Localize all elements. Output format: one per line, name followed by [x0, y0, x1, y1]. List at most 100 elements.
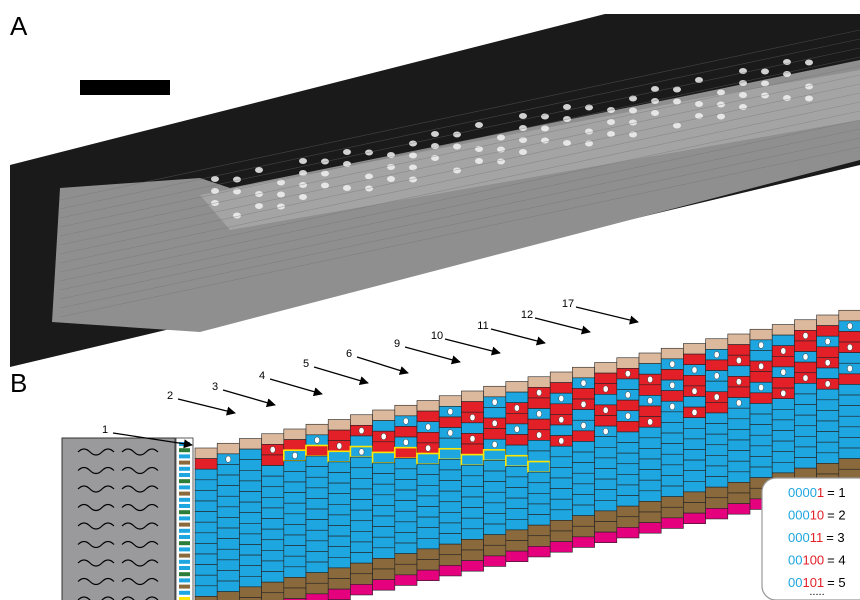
- tile: [284, 588, 306, 599]
- tile: [506, 498, 528, 509]
- tile: [528, 525, 550, 536]
- tile: [439, 544, 461, 555]
- tile: [461, 423, 483, 434]
- tile: [572, 367, 594, 378]
- tile: [484, 524, 506, 535]
- tile: [617, 517, 639, 528]
- tile: [817, 410, 839, 421]
- tile: [328, 420, 350, 431]
- tile: [661, 507, 683, 518]
- dot: [475, 122, 483, 128]
- marker-dot: [825, 338, 830, 344]
- tile: [395, 405, 417, 416]
- tile: [195, 565, 217, 576]
- tile: [617, 443, 639, 454]
- marker-dot: [625, 392, 630, 398]
- tile: [484, 503, 506, 514]
- tile: [794, 320, 816, 331]
- tile: [328, 526, 350, 537]
- tile: [262, 529, 284, 540]
- tile: [617, 506, 639, 517]
- tile: [794, 458, 816, 469]
- result: = 2: [827, 508, 845, 523]
- tile: [817, 389, 839, 400]
- tile: [661, 422, 683, 433]
- tile: [550, 372, 572, 383]
- tile: [395, 458, 417, 469]
- tile: [395, 564, 417, 575]
- marker-dot: [359, 427, 364, 433]
- tile: [284, 461, 306, 472]
- tile: [306, 445, 328, 456]
- arrow: [357, 357, 408, 373]
- tile: [195, 512, 217, 523]
- tile: [639, 385, 661, 396]
- marker-dot: [803, 354, 808, 360]
- tile: [461, 539, 483, 550]
- bits: 11: [810, 530, 824, 545]
- tile: [706, 455, 728, 466]
- marker-dot: [359, 449, 364, 455]
- tile: [617, 400, 639, 411]
- tile: [239, 502, 261, 513]
- marker-dot: [270, 446, 275, 452]
- marker-dot: [670, 382, 675, 388]
- arrow: [178, 399, 235, 413]
- tile: [306, 594, 328, 600]
- tile: [217, 475, 239, 486]
- tile: [750, 425, 772, 436]
- result: = 1: [827, 485, 845, 500]
- marker-dot: [603, 428, 608, 434]
- tile: [728, 482, 750, 493]
- dot: [255, 167, 263, 173]
- tile: [683, 450, 705, 461]
- tile: [595, 363, 617, 374]
- tile: [306, 488, 328, 499]
- tile: [528, 515, 550, 526]
- tile: [417, 549, 439, 560]
- tile: [484, 450, 506, 461]
- tile: [728, 461, 750, 472]
- tile: [439, 417, 461, 428]
- tile: [350, 500, 372, 511]
- tile: [239, 513, 261, 524]
- tile: [595, 416, 617, 427]
- marker-dot: [537, 432, 542, 438]
- tile: [683, 481, 705, 492]
- micrograph: [10, 14, 860, 367]
- tile: [595, 373, 617, 384]
- tile: [683, 375, 705, 386]
- tile: [373, 527, 395, 538]
- tile: [639, 512, 661, 523]
- marker-dot: [337, 443, 342, 449]
- tile: [284, 429, 306, 440]
- tile: [373, 452, 395, 463]
- tile: [772, 462, 794, 473]
- stripe: [179, 554, 190, 558]
- tile: [373, 580, 395, 591]
- tile: [461, 508, 483, 519]
- tile: [750, 467, 772, 478]
- tile: [328, 547, 350, 558]
- tile: [484, 460, 506, 471]
- tile: [506, 488, 528, 499]
- legend-more: .....: [809, 586, 824, 598]
- tile: [506, 456, 528, 467]
- tile: [306, 541, 328, 552]
- marker-dot: [292, 452, 297, 458]
- tile: [683, 471, 705, 482]
- marker-dot: [736, 357, 741, 363]
- seed-box: [62, 438, 193, 600]
- dot: [519, 113, 527, 119]
- tile: [373, 516, 395, 527]
- tile: [639, 364, 661, 375]
- tile: [550, 499, 572, 510]
- arrow-label: 3: [212, 381, 218, 393]
- marker-dot: [803, 375, 808, 381]
- tile: [484, 407, 506, 418]
- tile: [262, 550, 284, 561]
- tile: [617, 496, 639, 507]
- arrow: [314, 367, 368, 383]
- tile: [306, 530, 328, 541]
- tile: [217, 507, 239, 518]
